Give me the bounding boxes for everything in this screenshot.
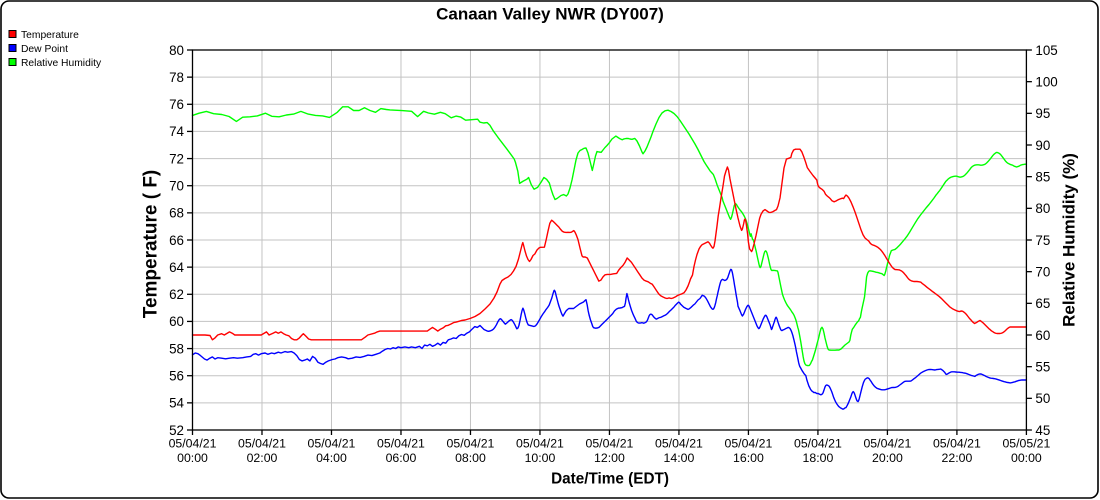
svg-text:05/04/21: 05/04/21	[724, 437, 772, 451]
svg-text:Dew Point: Dew Point	[21, 44, 68, 55]
svg-text:Temperature: Temperature	[21, 30, 79, 41]
svg-text:62: 62	[169, 287, 184, 302]
svg-text:05/04/21: 05/04/21	[447, 437, 495, 451]
svg-text:05/04/21: 05/04/21	[308, 437, 356, 451]
svg-text:05/04/21: 05/04/21	[377, 437, 425, 451]
svg-text:05/04/21: 05/04/21	[655, 437, 703, 451]
svg-text:05/05/21: 05/05/21	[1002, 437, 1050, 451]
svg-text:50: 50	[1035, 391, 1050, 406]
svg-text:05/04/21: 05/04/21	[794, 437, 842, 451]
svg-text:22:00: 22:00	[942, 451, 973, 465]
svg-text:80: 80	[169, 43, 184, 58]
svg-text:54: 54	[169, 396, 184, 411]
svg-text:95: 95	[1035, 106, 1050, 121]
svg-text:90: 90	[1035, 138, 1050, 153]
svg-text:05/04/21: 05/04/21	[169, 437, 217, 451]
svg-text:12:00: 12:00	[594, 451, 625, 465]
svg-text:74: 74	[169, 124, 184, 139]
svg-text:06:00: 06:00	[386, 451, 417, 465]
svg-text:Date/Time (EDT): Date/Time (EDT)	[551, 471, 669, 488]
svg-text:14:00: 14:00	[664, 451, 695, 465]
svg-text:85: 85	[1035, 169, 1050, 184]
svg-text:Temperature ( F): Temperature ( F)	[141, 170, 162, 319]
svg-text:66: 66	[169, 233, 184, 248]
svg-text:76: 76	[169, 97, 184, 112]
svg-text:55: 55	[1035, 359, 1050, 374]
svg-text:20:00: 20:00	[872, 451, 903, 465]
svg-text:08:00: 08:00	[455, 451, 486, 465]
svg-text:10:00: 10:00	[525, 451, 556, 465]
svg-text:65: 65	[1035, 296, 1050, 311]
svg-text:02:00: 02:00	[247, 451, 278, 465]
svg-text:Relative Humidity (%): Relative Humidity (%)	[1060, 153, 1079, 327]
svg-text:45: 45	[1035, 423, 1050, 438]
svg-text:05/04/21: 05/04/21	[863, 437, 911, 451]
svg-text:78: 78	[169, 70, 184, 85]
svg-text:Canaan Valley NWR (DY007): Canaan Valley NWR (DY007)	[436, 5, 664, 24]
svg-text:60: 60	[169, 314, 184, 329]
svg-text:05/04/21: 05/04/21	[516, 437, 564, 451]
svg-text:80: 80	[1035, 201, 1050, 216]
svg-text:56: 56	[169, 369, 184, 384]
svg-text:00:00: 00:00	[177, 451, 208, 465]
svg-text:72: 72	[169, 151, 184, 166]
svg-text:58: 58	[169, 341, 184, 356]
svg-text:64: 64	[169, 260, 184, 275]
svg-text:60: 60	[1035, 328, 1050, 343]
svg-text:70: 70	[1035, 264, 1050, 279]
svg-text:105: 105	[1035, 43, 1057, 58]
svg-text:75: 75	[1035, 233, 1050, 248]
svg-text:00:00: 00:00	[1011, 451, 1042, 465]
svg-text:04:00: 04:00	[316, 451, 347, 465]
svg-text:05/04/21: 05/04/21	[933, 437, 981, 451]
svg-text:70: 70	[169, 179, 184, 194]
svg-text:100: 100	[1035, 74, 1057, 89]
svg-text:16:00: 16:00	[733, 451, 764, 465]
svg-text:52: 52	[169, 423, 184, 438]
svg-text:68: 68	[169, 206, 184, 221]
svg-text:Relative Humidity: Relative Humidity	[21, 58, 102, 69]
svg-text:18:00: 18:00	[803, 451, 834, 465]
svg-text:05/04/21: 05/04/21	[238, 437, 286, 451]
svg-text:05/04/21: 05/04/21	[586, 437, 634, 451]
